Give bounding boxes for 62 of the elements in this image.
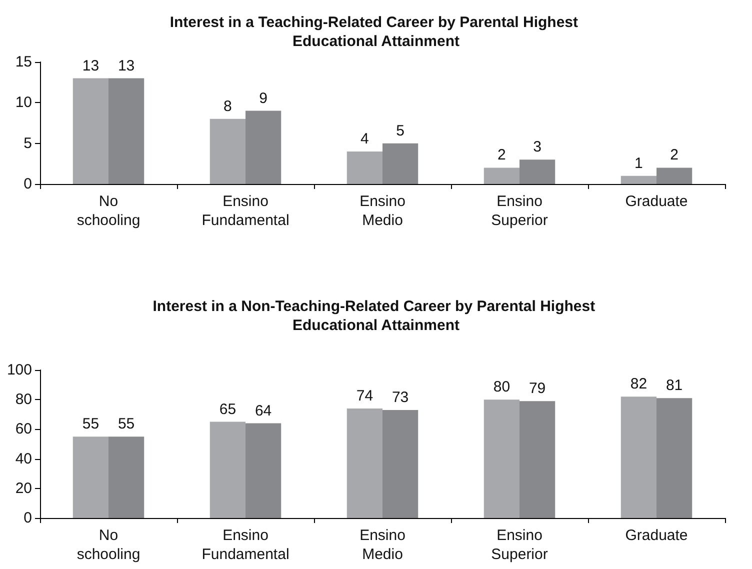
chart-title: Interest in a Non-Teaching-Related Career by Parental Highest Educational Attainment [152,298,600,334]
data-label: 4 [360,130,369,148]
y-tick-label: 15 [15,54,32,70]
data-label: 3 [533,138,542,156]
x-tick-label: Ensino Medio [360,193,406,229]
x-tick-label: Ensino Superior [491,193,548,229]
x-tick-label: Ensino Superior [491,527,548,563]
bar [246,423,282,518]
bar [108,436,144,518]
data-label: 55 [82,416,100,433]
y-tick-label: 40 [15,450,32,468]
y-tick-label: 0 [24,510,32,526]
bar [656,398,692,518]
bar [620,176,656,184]
bar [246,110,282,184]
data-label: 9 [259,90,268,107]
bar [520,401,556,518]
data-label: 79 [528,380,546,398]
chart-title: Interest in a Teaching-Related Career by Parental Highest Educational Attainment [170,14,582,50]
y-tick-label: 0 [24,176,32,192]
data-label: 64 [254,402,272,420]
x-tick-label: Graduate [625,193,688,210]
y-tick-label: 20 [15,480,32,497]
bar [346,408,382,518]
bar [382,410,418,518]
data-label: 1 [634,154,643,172]
data-label: 13 [82,57,100,74]
bar [72,436,108,518]
y-tick-label: 5 [24,134,32,152]
y-tick-label: 10 [15,94,32,112]
data-label: 2 [670,146,678,164]
data-label: 73 [392,388,409,406]
data-label: 81 [666,377,683,394]
data-label: 80 [493,378,510,396]
y-tick-label: 100 [6,362,32,378]
x-tick-label: Graduate [625,527,688,544]
bar [346,151,382,184]
data-label: 2 [498,146,506,164]
bar [382,143,418,184]
x-tick-label: Ensino Fundamental [202,527,290,563]
bar [72,78,108,184]
bar [210,118,246,184]
data-label: 65 [219,400,236,418]
x-tick-label: Ensino Fundamental [202,193,290,229]
y-tick-label: 60 [15,420,32,438]
data-label: 82 [630,376,648,393]
data-label: 74 [356,387,374,404]
x-tick-label: No schooling [76,193,140,229]
data-label: 13 [118,57,135,74]
x-tick-label: Ensino Medio [360,527,406,563]
bar [520,160,556,184]
x-tick-label: No schooling [76,527,140,563]
bar [656,168,692,184]
bar [620,396,656,518]
bar [484,168,520,184]
data-label: 8 [224,98,232,115]
data-label: 55 [118,416,135,433]
data-label: 5 [396,122,404,140]
y-tick-label: 80 [15,391,32,408]
bar [210,422,246,518]
bar [484,400,520,518]
bar [108,78,144,184]
